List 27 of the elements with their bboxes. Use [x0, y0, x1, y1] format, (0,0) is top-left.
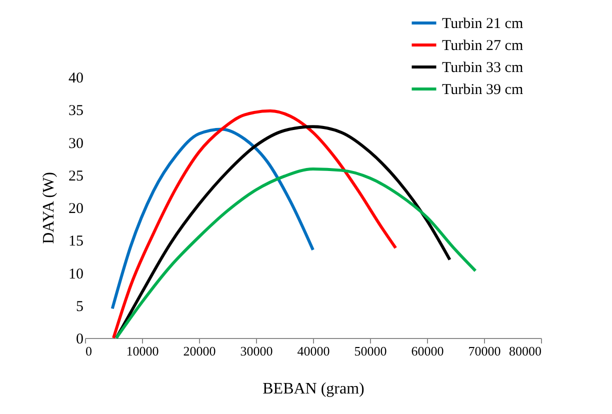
x-tick-label: 30000 [240, 344, 273, 358]
line-series [114, 168, 477, 340]
y-tick-label: 15 [68, 234, 84, 250]
legend-label: Turbin 33 cm [442, 60, 524, 76]
line-series [110, 128, 314, 310]
y-tick-label: 30 [68, 136, 84, 152]
y-tick-label: 35 [68, 103, 84, 120]
y-tick-label: 20 [68, 201, 84, 217]
x-tick-label: 60000 [411, 344, 444, 358]
line-series [112, 109, 398, 340]
y-tick-label: 10 [68, 266, 84, 282]
y-tick-label: 40 [68, 70, 84, 86]
y-tick-label: 25 [68, 168, 84, 184]
line-series [114, 125, 452, 340]
legend-label: Turbin 27 cm [442, 38, 524, 54]
y-tick-label: 0 [76, 332, 84, 348]
y-tick-label: 5 [76, 298, 84, 315]
legend-label: Turbin 21 cm [442, 16, 524, 32]
x-tick-label: 50000 [354, 344, 387, 358]
x-tick-label: 20000 [183, 344, 216, 358]
y-axis-title: DAYA (W) [40, 172, 58, 244]
x-axis-title: BEBAN (gram) [262, 380, 364, 398]
legend-label: Turbin 39 cm [442, 82, 524, 98]
x-tick-label: 80000 [509, 344, 542, 358]
x-tick-label: 10000 [126, 344, 159, 358]
x-tick-label: 70000 [468, 344, 501, 358]
x-tick-label: 40000 [297, 344, 330, 358]
